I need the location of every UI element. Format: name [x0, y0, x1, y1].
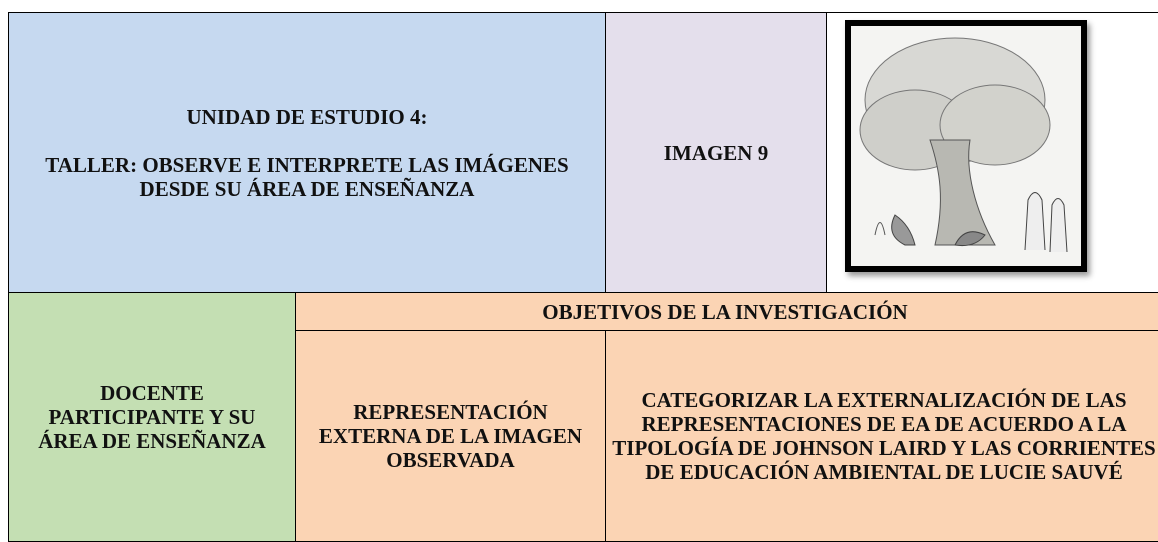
image-label-cell: IMAGEN 9: [605, 12, 827, 293]
objective-1: REPRESENTACIÓN EXTERNA DE LA IMAGEN OBSE…: [318, 400, 583, 472]
participant-cell: DOCENTE PARTICIPANTE Y SU ÁREA DE ENSEÑA…: [8, 292, 296, 542]
objectives-title: OBJETIVOS DE LA INVESTIGACIÓN: [542, 299, 908, 324]
objective-cell: REPRESENTACIÓN EXTERNA DE LA IMAGEN OBSE…: [295, 330, 606, 542]
image-cell: [826, 12, 1158, 293]
title-cell: UNIDAD DE ESTUDIO 4: TALLER: OBSERVE E I…: [8, 12, 606, 293]
participant-label: DOCENTE PARTICIPANTE Y SU ÁREA DE ENSEÑA…: [38, 381, 266, 453]
image-label: IMAGEN 9: [663, 140, 769, 165]
objectives-header: OBJETIVOS DE LA INVESTIGACIÓN: [295, 292, 1158, 331]
objective-2: CATEGORIZAR LA EXTERNALIZACIÓN DE LAS RE…: [612, 388, 1156, 484]
unit-title: UNIDAD DE ESTUDIO 4:: [186, 104, 428, 129]
workshop-title: TALLER: OBSERVE E INTERPRETE LAS IMÁGENE…: [45, 152, 569, 201]
tree-image: [845, 20, 1087, 272]
objective-cell: CATEGORIZAR LA EXTERNALIZACIÓN DE LAS RE…: [605, 330, 1158, 542]
